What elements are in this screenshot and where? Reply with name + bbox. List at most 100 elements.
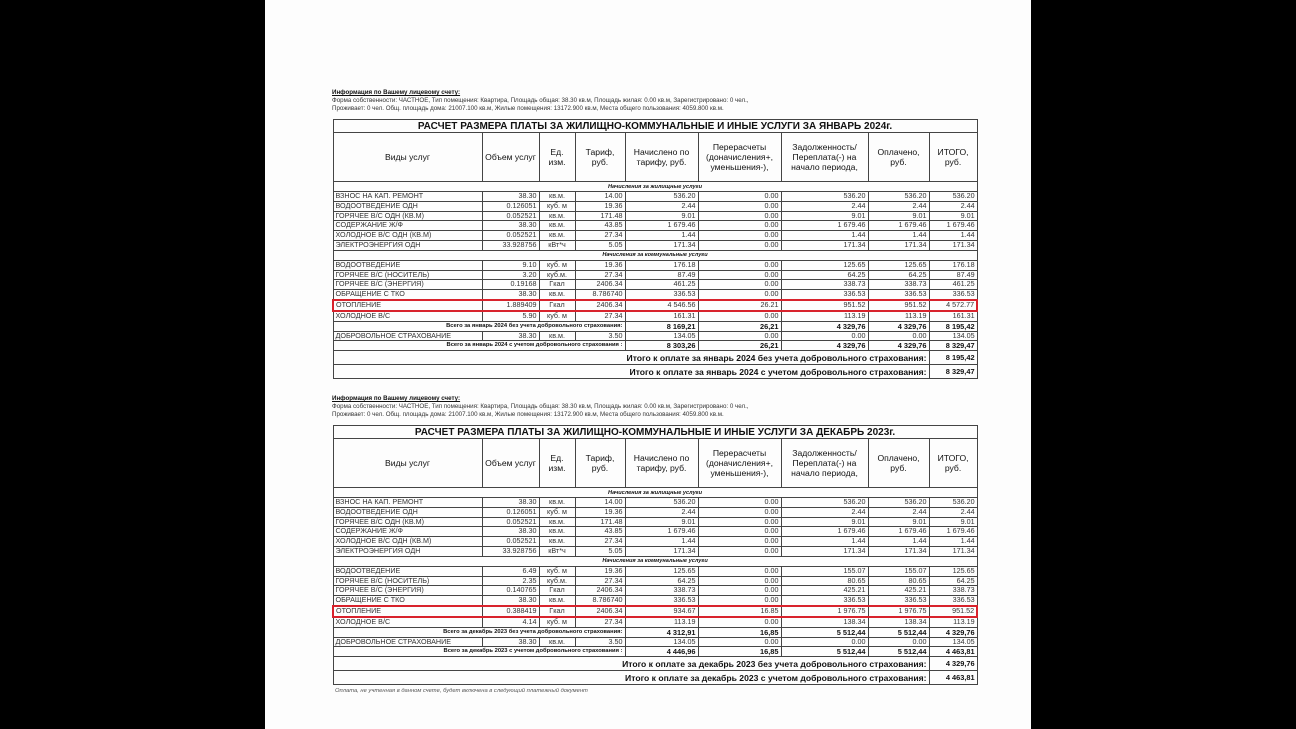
table-cell: 125.65	[928, 565, 978, 577]
table-title-row: РАСЧЕТ РАЗМЕРА ПЛАТЫ ЗА ЖИЛИЩНО-КОММУНАЛ…	[332, 119, 978, 133]
table-cell: 1.44	[867, 230, 930, 241]
table-cell: 0.052521	[481, 210, 540, 222]
footer-note: Оплата, не учтенная в данном счете, буде…	[335, 688, 588, 694]
table-cell: 536.20	[624, 497, 699, 508]
table-cell: 171.34	[867, 545, 930, 557]
table-cell: 425.21	[780, 585, 869, 597]
table-cell: 27.34	[574, 269, 626, 281]
table-cell: куб. м	[538, 616, 576, 628]
table-cell: ОТОПЛЕНИЕ	[332, 298, 483, 312]
table-cell: 27.34	[574, 310, 626, 322]
table-cell: 43.85	[574, 526, 626, 538]
table-row: ВЗНОС НА КАП. РЕМОНТ 38.30 кв.м. 14.00 536.2…	[332, 191, 978, 202]
table-cell: 64.25	[928, 575, 978, 587]
table-cell: 1.44	[867, 536, 930, 547]
table-cell: 171.34	[928, 239, 978, 251]
table-cell: 155.07	[867, 565, 930, 577]
amount-due-value: 8 329,47	[928, 364, 978, 380]
table-cell: кв.м.	[538, 636, 576, 648]
column-header: Оплачено, руб.	[867, 438, 930, 488]
total-value: 4 463,81	[928, 646, 978, 658]
table-cell: 113.19	[780, 310, 869, 322]
table-cell: 113.19	[624, 616, 699, 628]
table-cell: 125.65	[867, 259, 930, 271]
total-row: Всего за январь 2024 с учетом добровольн…	[332, 340, 978, 352]
table-cell: 125.65	[780, 259, 869, 271]
total-value: 5 512,44	[780, 646, 869, 658]
column-header: Начислено по тарифу, руб.	[624, 438, 699, 488]
table-cell: кв.м.	[538, 595, 576, 607]
table-cell: 0.19168	[481, 279, 540, 291]
total-label: Всего за январь 2024 без учета доброволь…	[332, 320, 626, 332]
table-cell: 8.786740	[574, 595, 626, 607]
total-label: Всего за декабрь 2023 без учета добровол…	[332, 626, 626, 638]
table-cell: 38.30	[481, 220, 540, 232]
table-cell: ВОДООТВЕДЕНИЕ ОДН	[332, 200, 483, 212]
table-cell: 536.20	[780, 497, 869, 508]
table-cell: 2406.34	[574, 279, 626, 291]
table-cell: 134.05	[624, 636, 699, 648]
amount-due-row: Итого к оплате за декабрь 2023 с учетом …	[332, 670, 978, 686]
table-row: СОДЕРЖАНИЕ Ж/Ф 38.30 кв.м. 43.85 1 679.46 0.0…	[332, 220, 978, 232]
table-cell: 0.00	[697, 506, 782, 518]
table-cell: ВОДООТВЕДЕНИЕ	[332, 565, 483, 577]
amount-due-label: Итого к оплате за январь 2024 с учетом д…	[332, 364, 930, 380]
total-value: 8 195,42	[928, 320, 978, 332]
section-header-row: Начисления за жилищные услуги	[332, 181, 978, 192]
column-header: Задолженность/ Переплата(-) на начало пе…	[780, 438, 869, 488]
total-value: 5 512,44	[867, 646, 930, 658]
column-header: Объем услуг	[481, 438, 540, 488]
table-cell: 38.30	[481, 191, 540, 202]
table-cell: 536.20	[867, 191, 930, 202]
table-cell: куб.м.	[538, 269, 576, 281]
account-info-line: Форма собственности: ЧАСТНОЕ, Тип помеще…	[332, 403, 749, 410]
table-row-highlighted: ОТОПЛЕНИЕ 1.889409 Гкал 2406.34 4 546.56 26.2…	[332, 298, 979, 312]
table-cell: ВЗНОС НА КАП. РЕМОНТ	[332, 497, 483, 508]
table-cell: 0.00	[780, 636, 869, 648]
table-cell: 27.34	[574, 230, 626, 241]
table-cell: 0.00	[697, 239, 782, 251]
column-header: ИТОГО, руб.	[928, 438, 978, 488]
table-cell: куб.м.	[538, 575, 576, 587]
table-cell: кВт*ч	[538, 239, 576, 251]
table-cell: 951.52	[928, 604, 979, 618]
column-header: Виды услуг	[332, 132, 483, 182]
table-cell: 0.00	[697, 220, 782, 232]
table-cell: ОБРАЩЕНИЕ С ТКО	[332, 289, 483, 301]
table-cell: 0.126051	[481, 506, 540, 518]
account-info-heading: Информация по Вашему лицевому счету:	[332, 89, 461, 96]
table-cell: 64.25	[780, 269, 869, 281]
total-value: 4 312,91	[624, 626, 699, 638]
table-cell: ОТОПЛЕНИЕ	[332, 604, 483, 618]
table-cell: 38.30	[481, 595, 540, 607]
table-cell: 1 679.46	[624, 220, 699, 232]
total-value: 4 329,76	[780, 340, 869, 352]
table-cell: кв.м.	[538, 516, 576, 528]
table-cell: 951.52	[780, 298, 869, 312]
table-cell: 4 572.77	[928, 298, 979, 312]
total-value: 16,85	[697, 626, 782, 638]
table-cell: 1.44	[928, 536, 978, 547]
table-cell: 1 679.46	[780, 526, 869, 538]
table-row-highlighted: ОТОПЛЕНИЕ 0.388419 Гкал 2406.34 934.67 16.85 1…	[332, 604, 979, 618]
table-cell: 0.00	[867, 636, 930, 648]
table-cell: 461.25	[624, 279, 699, 291]
table-cell: 2.44	[624, 200, 699, 212]
table-cell: 0.388419	[481, 604, 540, 618]
table-cell: 0.00	[697, 259, 782, 271]
table-title: РАСЧЕТ РАЗМЕРА ПЛАТЫ ЗА ЖИЛИЩНО-КОММУНАЛ…	[332, 119, 978, 133]
section-label: Начисления за жилищные услуги	[332, 181, 978, 192]
table-row: СОДЕРЖАНИЕ Ж/Ф 38.30 кв.м. 43.85 1 679.46 0.0…	[332, 526, 978, 538]
table-row: ХОЛОДНОЕ В/С 5.90 куб. м 27.34 161.31 0.00 113…	[332, 310, 978, 322]
column-header: Перерасчеты (доначисления+, уменьшения-)…	[697, 132, 782, 182]
table-cell: ДОБРОВОЛЬНОЕ СТРАХОВАНИЕ	[332, 330, 483, 342]
column-header: Ед. изм.	[538, 132, 576, 182]
table-cell: 536.20	[867, 497, 930, 508]
table-row: ЭЛЕКТРОЭНЕРГИЯ ОДН 33.928756 кВт*ч 5.05 171.…	[332, 545, 978, 557]
table-cell: 2406.34	[574, 585, 626, 597]
table-cell: 1.44	[624, 536, 699, 547]
amount-due-label: Итого к оплате за декабрь 2023 с учетом …	[332, 670, 930, 686]
amount-due-label: Итого к оплате за январь 2024 без учета …	[332, 350, 930, 366]
table-cell: 27.34	[574, 575, 626, 587]
table-cell: 336.53	[867, 289, 930, 301]
